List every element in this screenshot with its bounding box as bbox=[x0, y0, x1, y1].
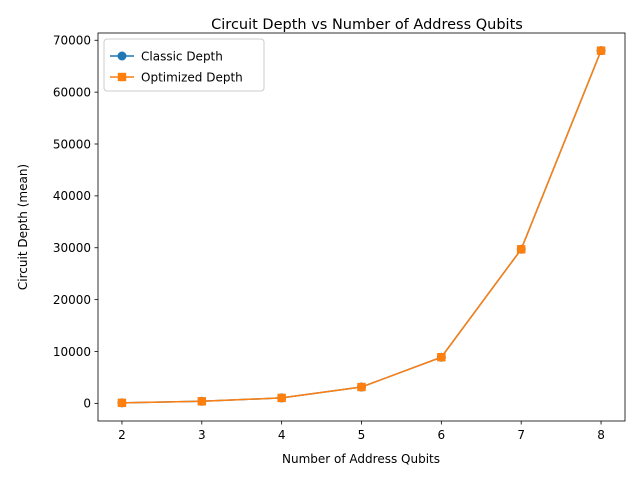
legend-frame bbox=[103, 38, 265, 92]
data-point bbox=[516, 245, 526, 254]
legend-item: Optimized Depth bbox=[110, 70, 243, 84]
legend-label: Optimized Depth bbox=[141, 70, 243, 84]
data-point bbox=[357, 382, 366, 392]
legend: Classic Depth Optimized Depth bbox=[103, 38, 265, 92]
x-tick-label: 4 bbox=[278, 428, 286, 442]
x-tick-label: 2 bbox=[118, 428, 126, 442]
x-tick-label: 3 bbox=[198, 428, 206, 442]
legend-item: Classic Depth bbox=[110, 49, 223, 63]
data-point bbox=[117, 398, 127, 408]
data-point bbox=[596, 46, 606, 55]
y-axis: 0 10000 20000 30000 40000 50000 60000 70000 bbox=[53, 34, 98, 411]
series-1 bbox=[117, 46, 606, 408]
series-line bbox=[121, 50, 602, 404]
y-tick-label: 60000 bbox=[53, 85, 91, 99]
x-axis: 2 3 4 5 6 7 8 bbox=[118, 421, 605, 442]
y-tick-label: 0 bbox=[83, 397, 91, 411]
y-tick-label: 30000 bbox=[53, 241, 91, 255]
plot-area bbox=[117, 46, 606, 408]
legend-marker bbox=[117, 72, 127, 82]
x-tick-label: 7 bbox=[517, 428, 525, 442]
data-point bbox=[277, 393, 286, 403]
series-line bbox=[121, 50, 602, 404]
data-point bbox=[437, 352, 446, 362]
y-axis-label: Circuit Depth (mean) bbox=[16, 164, 30, 290]
y-tick-label: 70000 bbox=[53, 34, 91, 48]
y-tick-label: 40000 bbox=[53, 189, 91, 203]
x-tick-label: 8 bbox=[597, 428, 605, 442]
legend-label: Classic Depth bbox=[141, 49, 223, 63]
legend-marker bbox=[117, 51, 127, 61]
chart-title: Circuit Depth vs Number of Address Qubit… bbox=[211, 17, 523, 33]
x-tick-label: 5 bbox=[358, 428, 366, 442]
y-tick-label: 20000 bbox=[53, 293, 91, 307]
x-tick-label: 6 bbox=[438, 428, 446, 442]
y-tick-label: 50000 bbox=[53, 137, 91, 151]
y-tick-label: 10000 bbox=[53, 345, 91, 359]
x-axis-label: Number of Address Qubits bbox=[282, 452, 440, 466]
series-2 bbox=[117, 46, 606, 408]
data-point bbox=[197, 397, 207, 406]
